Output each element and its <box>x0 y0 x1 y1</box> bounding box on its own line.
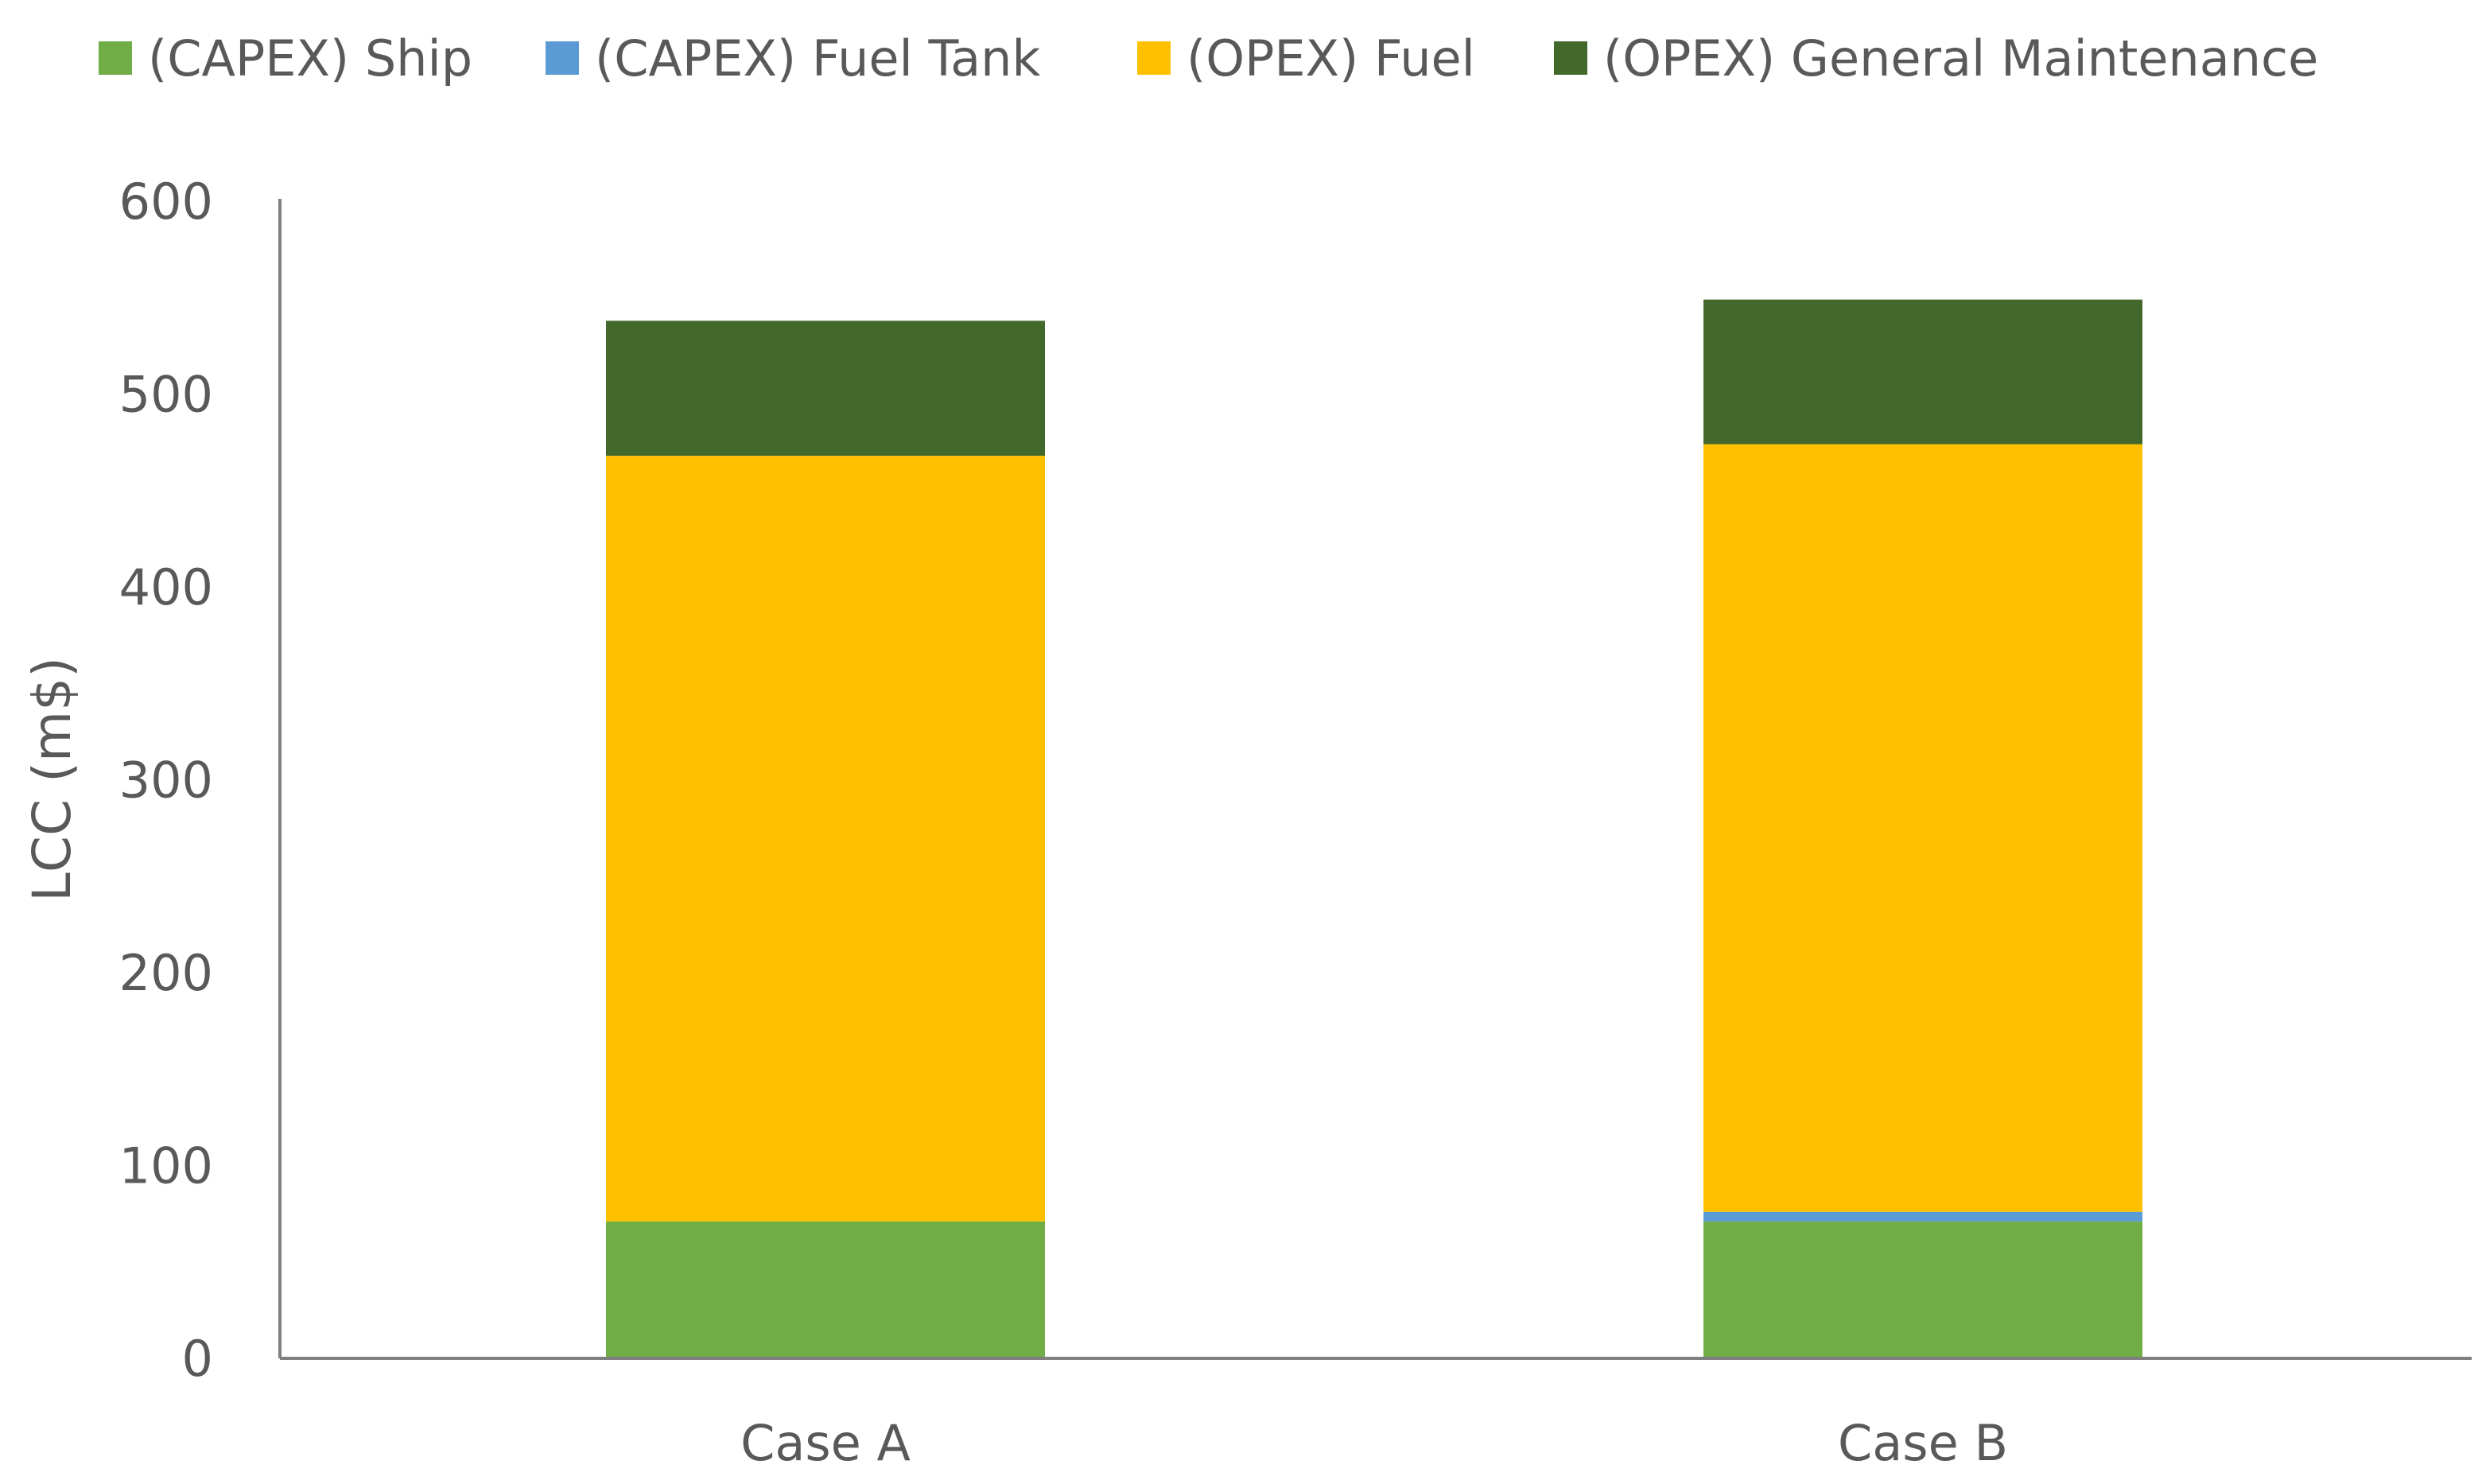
y-tick-label: 500 <box>119 366 213 424</box>
y-tick-label: 600 <box>119 173 213 231</box>
legend-label: (OPEX) General Maintenance <box>1603 29 2318 87</box>
bars <box>606 299 2142 1358</box>
legend-item: (CAPEX) Ship <box>99 29 472 87</box>
x-tick-label: Case A <box>740 1414 911 1472</box>
legend-swatch <box>1137 41 1171 75</box>
y-tick-label: 300 <box>119 752 213 810</box>
legend-label: (CAPEX) Fuel Tank <box>595 29 1040 87</box>
legend-label: (CAPEX) Ship <box>148 29 472 87</box>
bar-segment <box>1703 299 2142 445</box>
y-tick-label: 0 <box>182 1330 213 1388</box>
legend: (CAPEX) Ship (CAPEX) Fuel Tank (OPEX) Fuel… <box>99 29 2318 87</box>
bar-segment <box>1703 1211 2142 1222</box>
x-tick-label: Case B <box>1838 1414 2008 1472</box>
y-axis-ticks: 0 100 200 300 400 500 600 <box>119 173 213 1388</box>
y-tick-label: 400 <box>119 558 213 616</box>
x-axis-labels: Case A Case B <box>740 1414 2008 1472</box>
bar-stack <box>1703 299 2142 1358</box>
bar-segment <box>1703 1221 2142 1358</box>
legend-swatch <box>1554 41 1587 75</box>
legend-label: (OPEX) Fuel <box>1187 29 1475 87</box>
y-tick-label: 100 <box>119 1137 213 1195</box>
bar-segment <box>1703 444 2142 1212</box>
legend-item: (OPEX) General Maintenance <box>1554 29 2318 87</box>
legend-swatch <box>546 41 579 75</box>
legend-item: (CAPEX) Fuel Tank <box>546 29 1040 87</box>
bar-segment <box>606 456 1045 1222</box>
y-axis-title: LCC (m$) <box>21 657 83 902</box>
bar-segment <box>606 320 1045 456</box>
bar-segment <box>606 1221 1045 1358</box>
y-tick-label: 200 <box>119 944 213 1002</box>
legend-item: (OPEX) Fuel <box>1137 29 1475 87</box>
bar-stack <box>606 320 1045 1358</box>
legend-swatch <box>99 41 132 75</box>
